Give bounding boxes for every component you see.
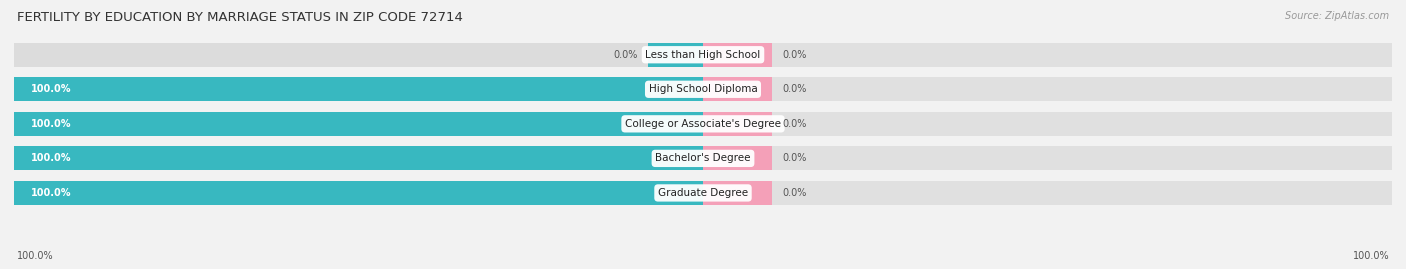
Bar: [14, 77, 703, 101]
Text: 0.0%: 0.0%: [613, 50, 637, 60]
Bar: [14, 112, 703, 136]
Bar: [14, 43, 703, 67]
Text: 0.0%: 0.0%: [782, 50, 807, 60]
Bar: [703, 146, 1392, 171]
Bar: [14, 146, 703, 171]
Bar: [703, 146, 772, 171]
Text: FERTILITY BY EDUCATION BY MARRIAGE STATUS IN ZIP CODE 72714: FERTILITY BY EDUCATION BY MARRIAGE STATU…: [17, 11, 463, 24]
Text: 0.0%: 0.0%: [782, 119, 807, 129]
Bar: [703, 77, 1392, 101]
Text: 0.0%: 0.0%: [782, 153, 807, 163]
Text: 0.0%: 0.0%: [782, 84, 807, 94]
Text: 100.0%: 100.0%: [31, 84, 72, 94]
Text: College or Associate's Degree: College or Associate's Degree: [626, 119, 780, 129]
Text: Source: ZipAtlas.com: Source: ZipAtlas.com: [1285, 11, 1389, 21]
Text: 100.0%: 100.0%: [1353, 251, 1389, 261]
Bar: [14, 77, 703, 101]
Bar: [703, 112, 772, 136]
Text: 0.0%: 0.0%: [782, 188, 807, 198]
Bar: [703, 181, 772, 205]
Text: 100.0%: 100.0%: [17, 251, 53, 261]
Bar: [14, 146, 703, 171]
Bar: [703, 77, 772, 101]
Bar: [703, 181, 1392, 205]
Text: High School Diploma: High School Diploma: [648, 84, 758, 94]
Bar: [14, 181, 703, 205]
Bar: [14, 112, 703, 136]
Text: 100.0%: 100.0%: [31, 188, 72, 198]
Bar: [703, 43, 772, 67]
Text: Less than High School: Less than High School: [645, 50, 761, 60]
Text: Graduate Degree: Graduate Degree: [658, 188, 748, 198]
Bar: [648, 43, 703, 67]
Bar: [703, 112, 1392, 136]
Bar: [703, 43, 1392, 67]
Text: 100.0%: 100.0%: [31, 153, 72, 163]
Text: 100.0%: 100.0%: [31, 119, 72, 129]
Text: Bachelor's Degree: Bachelor's Degree: [655, 153, 751, 163]
Bar: [14, 181, 703, 205]
